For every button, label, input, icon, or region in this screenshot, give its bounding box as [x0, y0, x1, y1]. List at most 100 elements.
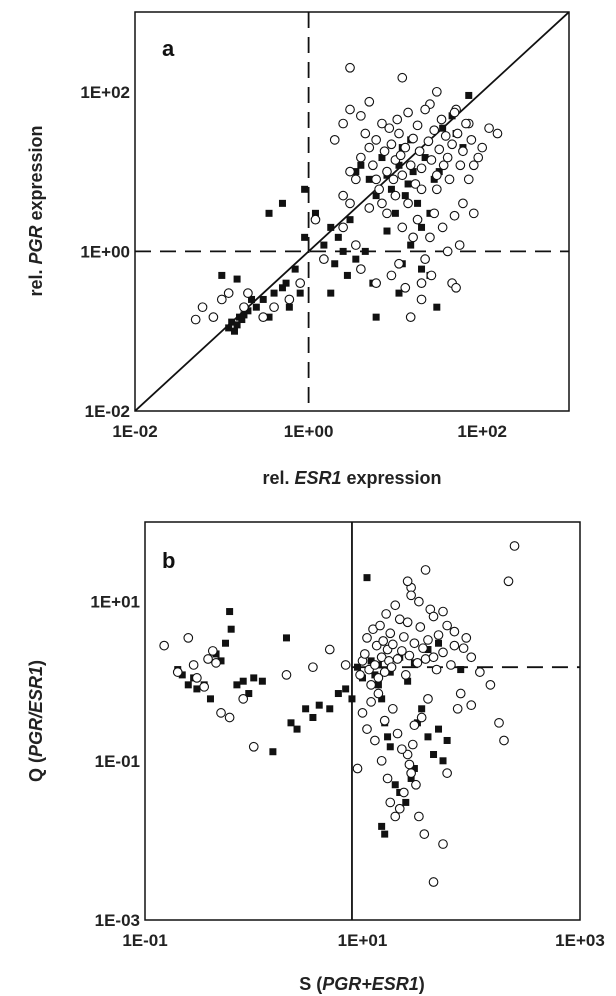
data-point-circle: [216, 294, 227, 305]
y-tick-label: 1E+01: [90, 593, 140, 612]
data-point-circle: [428, 877, 439, 887]
data-point-circle: [258, 312, 269, 322]
data-point-square: [339, 247, 347, 255]
data-point-square: [302, 705, 310, 713]
data-point-circle: [366, 697, 376, 707]
data-point-circle: [338, 190, 348, 201]
data-point-circle: [423, 136, 434, 147]
data-point-square: [372, 313, 380, 321]
data-point-square: [233, 321, 241, 329]
data-point-square: [354, 663, 362, 671]
data-point-circle: [438, 839, 448, 849]
data-point-circle: [402, 576, 413, 587]
data-point-circle: [428, 652, 439, 663]
data-point-circle: [387, 703, 398, 714]
data-point-square: [439, 757, 447, 765]
y-axis-title-b: Q (PGR/ESR1): [26, 660, 46, 782]
data-point-square: [346, 216, 354, 224]
data-point-circle: [398, 787, 409, 798]
y-tick-label: 1E-01: [95, 752, 140, 771]
data-point-square: [383, 227, 391, 235]
data-point-square: [465, 91, 473, 99]
data-point-circle: [371, 134, 381, 145]
data-point-circle: [442, 246, 453, 257]
data-point-circle: [420, 565, 431, 575]
data-point-square: [363, 574, 371, 582]
data-point-circle: [406, 768, 416, 778]
data-point-circle: [475, 667, 485, 677]
data-point-circle: [403, 198, 413, 209]
y-tick-label: 1E+02: [80, 83, 130, 102]
data-point-circle: [397, 222, 408, 233]
data-point-circle: [396, 646, 407, 656]
data-point-square: [233, 275, 241, 283]
data-point-circle: [394, 614, 405, 625]
data-point-square: [409, 168, 417, 176]
data-point-square: [282, 279, 290, 287]
data-point-circle: [420, 104, 430, 115]
x-tick-label: 1E-01: [122, 931, 167, 950]
data-point-square: [386, 743, 394, 751]
data-point-circle: [188, 660, 199, 670]
x-tick-label: 1E-02: [112, 422, 157, 441]
data-point-circle: [359, 649, 370, 659]
data-point-circle: [387, 639, 398, 650]
data-point-square: [404, 180, 412, 188]
data-point-circle: [484, 123, 494, 134]
data-point-square: [421, 154, 429, 162]
data-point-circle: [364, 203, 375, 213]
data-point-circle: [468, 160, 479, 171]
data-point-circle: [406, 590, 416, 601]
data-point-circle: [434, 144, 445, 155]
data-point-circle: [345, 62, 355, 73]
data-point-square: [287, 719, 295, 727]
data-point-circle: [414, 146, 425, 157]
data-point-square: [365, 175, 373, 183]
data-point-square: [315, 701, 323, 709]
data-point-circle: [295, 278, 306, 289]
data-point-circle: [461, 633, 472, 643]
data-point-circle: [392, 728, 403, 739]
data-point-square: [334, 690, 342, 698]
data-point-square: [378, 822, 386, 830]
data-point-square: [296, 289, 304, 297]
data-point-circle: [382, 166, 392, 177]
data-point-square: [352, 255, 360, 263]
data-point-circle: [159, 640, 169, 651]
data-point-circle: [356, 110, 366, 121]
data-point-square: [352, 168, 360, 176]
data-point-circle: [442, 620, 452, 631]
data-point-square: [418, 223, 426, 231]
data-point-circle: [440, 131, 451, 141]
data-point-circle: [405, 312, 416, 322]
data-point-square: [401, 192, 409, 200]
data-point-circle: [438, 606, 448, 617]
data-point-circle: [408, 232, 418, 243]
data-point-square: [343, 271, 351, 279]
data-point-square: [435, 639, 443, 647]
data-point-square: [402, 798, 410, 806]
data-point-square: [433, 303, 441, 311]
data-point-circle: [425, 232, 435, 243]
data-point-circle: [436, 114, 447, 125]
y-tick-label: 1E+00: [80, 242, 130, 261]
data-point-circle: [449, 107, 460, 118]
data-point-square: [240, 311, 248, 319]
data-point-circle: [385, 797, 396, 808]
data-point-circle: [444, 174, 455, 185]
data-point-circle: [477, 142, 488, 153]
data-point-circle: [385, 628, 396, 639]
data-point-circle: [416, 278, 427, 289]
data-point-circle: [340, 660, 351, 670]
data-point-circle: [458, 146, 468, 157]
data-point-circle: [362, 633, 372, 643]
data-point-circle: [390, 600, 401, 611]
data-point-circle: [390, 811, 401, 822]
data-point-square: [384, 733, 392, 741]
data-point-circle: [400, 142, 411, 153]
data-point-circle: [485, 679, 496, 690]
data-point-circle: [377, 118, 387, 129]
data-point-circle: [366, 679, 376, 690]
